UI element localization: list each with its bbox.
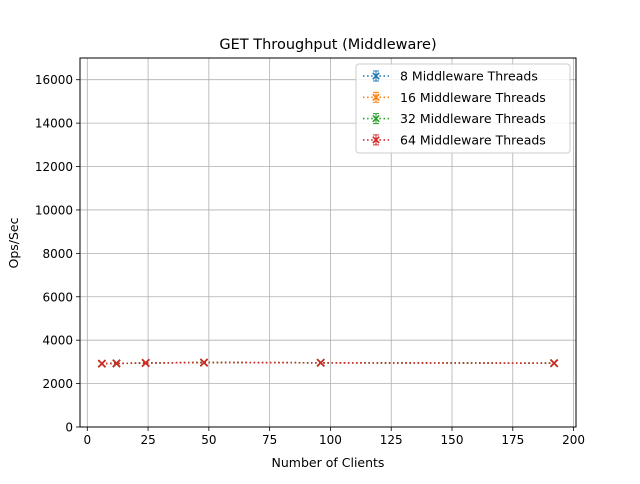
y-tick-label: 8000 bbox=[42, 247, 73, 261]
x-tick-label: 25 bbox=[140, 433, 155, 447]
x-tick-label: 100 bbox=[319, 433, 342, 447]
y-tick-label: 6000 bbox=[42, 290, 73, 304]
data-point bbox=[141, 358, 150, 368]
legend-label: 32 Middleware Threads bbox=[400, 111, 546, 126]
x-tick-label: 175 bbox=[501, 433, 524, 447]
plot-frame bbox=[79, 57, 577, 428]
legend: 8 Middleware Threads 16 Middleware Thread… bbox=[355, 63, 571, 154]
y-axis-label: Ops/Sec bbox=[6, 217, 21, 268]
data-point bbox=[549, 359, 559, 368]
data-point bbox=[199, 358, 209, 367]
legend-label: 16 Middleware Threads bbox=[400, 90, 546, 105]
x-axis-label: Number of Clients bbox=[272, 455, 385, 470]
legend-item: 64 Middleware Threads bbox=[363, 132, 546, 147]
x-tick-label: 50 bbox=[201, 433, 216, 447]
x-tick-label: 75 bbox=[262, 433, 277, 447]
legend-marker bbox=[372, 136, 380, 144]
chart-title: GET Throughput (Middleware) bbox=[219, 37, 436, 53]
y-tick-label: 0 bbox=[65, 421, 73, 435]
x-tick-label: 200 bbox=[562, 433, 585, 447]
legend-label: 64 Middleware Threads bbox=[400, 132, 546, 147]
legend-box bbox=[355, 63, 571, 154]
y-tick-label: 10000 bbox=[35, 203, 73, 217]
legend-item: 16 Middleware Threads bbox=[363, 90, 546, 105]
legend-marker bbox=[372, 93, 380, 102]
data-point bbox=[316, 358, 325, 367]
x-tick-label: 0 bbox=[83, 433, 91, 447]
y-tick-label: 12000 bbox=[35, 160, 73, 174]
x-tick-label: 125 bbox=[380, 433, 403, 447]
y-tick-label: 16000 bbox=[35, 73, 73, 87]
legend-marker bbox=[372, 114, 380, 123]
x-tick-label: 150 bbox=[441, 433, 464, 447]
series bbox=[97, 358, 559, 368]
x-axis-ticks: 0 25 50 75 100 125 150 175 200 bbox=[83, 427, 585, 447]
legend-item: 8 Middleware Threads bbox=[363, 69, 538, 84]
legend-label: 8 Middleware Threads bbox=[400, 69, 538, 84]
y-tick-label: 14000 bbox=[35, 117, 73, 131]
data-point bbox=[97, 359, 107, 368]
y-axis-ticks: 0 2000 4000 6000 8000 10000 12000 14000 16000 bbox=[35, 73, 80, 435]
data-point bbox=[112, 359, 121, 368]
series-layer bbox=[97, 358, 559, 368]
legend-marker bbox=[372, 72, 380, 80]
legend-item: 32 Middleware Threads bbox=[363, 111, 546, 126]
y-tick-label: 4000 bbox=[42, 334, 73, 348]
y-tick-label: 2000 bbox=[42, 377, 73, 391]
